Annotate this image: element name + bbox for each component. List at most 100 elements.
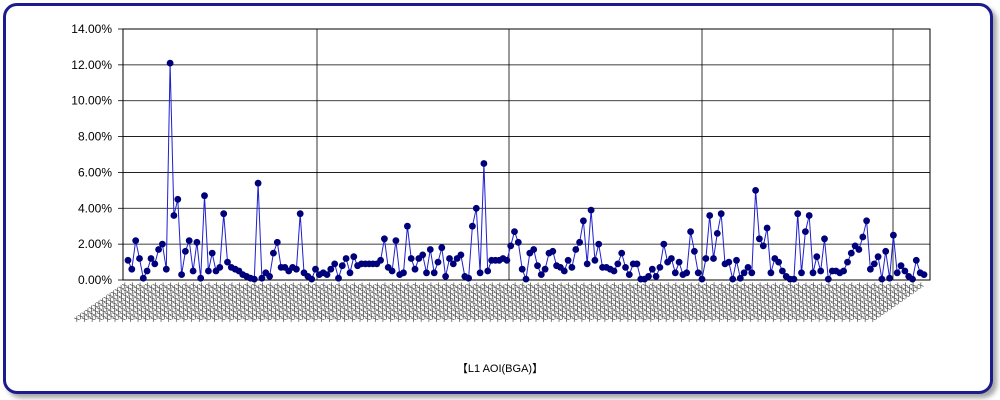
data-point: [805, 212, 813, 219]
data-point: [335, 274, 342, 282]
y-tick-label: 8.00%: [78, 130, 112, 144]
data-point: [216, 264, 224, 271]
data-point: [537, 271, 545, 278]
data-point: [139, 274, 147, 282]
data-point: [514, 238, 522, 246]
data-point: [733, 256, 740, 264]
data-point: [717, 210, 725, 218]
data-point: [472, 204, 480, 212]
data-point: [580, 217, 587, 225]
data-point: [338, 262, 346, 270]
data-point: [407, 255, 415, 262]
data-point: [465, 274, 472, 282]
data-point: [633, 260, 641, 268]
data-point: [419, 251, 427, 259]
data-point: [250, 275, 258, 283]
data-point: [162, 265, 170, 273]
data-point: [434, 258, 442, 266]
data-point: [874, 253, 882, 261]
data-point: [273, 238, 281, 246]
data-point: [740, 269, 748, 277]
data-point: [920, 271, 928, 278]
data-point: [668, 255, 675, 262]
chart-title: 【L1 AOI(BGA)】: [456, 363, 544, 375]
data-point: [400, 269, 407, 277]
data-point: [522, 275, 530, 283]
data-point: [595, 240, 603, 248]
data-point: [694, 269, 702, 277]
data-point: [442, 273, 449, 280]
data-point: [476, 269, 484, 277]
data-point: [893, 269, 901, 277]
data-point: [675, 258, 683, 266]
data-point: [549, 247, 557, 255]
data-point: [798, 269, 805, 277]
data-point: [208, 249, 216, 257]
data-point: [480, 160, 488, 167]
data-point: [824, 275, 832, 283]
data-point: [645, 273, 652, 280]
data-point: [775, 258, 782, 266]
data-point: [759, 242, 767, 250]
data-point: [426, 246, 434, 253]
data-point: [882, 247, 890, 255]
data-point: [878, 275, 886, 283]
data-point: [809, 269, 817, 277]
y-tick-label: 2.00%: [78, 237, 112, 251]
y-tick-label: 14.00%: [71, 22, 112, 36]
data-point: [576, 238, 583, 246]
data-point: [469, 222, 476, 230]
data-point: [446, 255, 453, 262]
data-point: [867, 265, 874, 273]
y-tick-label: 10.00%: [71, 94, 112, 108]
data-point: [656, 264, 664, 271]
data-point: [713, 230, 721, 237]
data-point: [756, 235, 763, 243]
data-point: [568, 264, 576, 271]
data-point: [189, 267, 197, 275]
data-point: [205, 267, 212, 275]
data-point: [392, 237, 400, 245]
data-point: [411, 265, 419, 273]
data-point: [430, 269, 438, 277]
data-point: [346, 269, 354, 277]
data-point: [767, 269, 775, 277]
data-point: [817, 267, 825, 275]
data-point: [909, 275, 916, 283]
data-point: [572, 246, 580, 253]
data-point: [124, 256, 132, 264]
plot-area: [122, 28, 931, 281]
data-point: [622, 264, 629, 271]
data-point: [381, 235, 388, 243]
data-point: [293, 265, 300, 273]
data-point: [736, 274, 744, 282]
data-point: [128, 265, 136, 273]
data-point: [388, 267, 396, 275]
data-point: [618, 249, 626, 257]
data-point: [178, 271, 186, 278]
data-point: [511, 228, 518, 236]
data-point: [503, 256, 511, 264]
data-point: [377, 256, 384, 264]
data-point: [725, 258, 733, 266]
data-point: [897, 262, 905, 270]
data-point: [155, 246, 163, 253]
data-point: [671, 269, 679, 277]
data-point: [457, 251, 465, 259]
data-point: [790, 275, 798, 283]
data-point: [763, 224, 771, 232]
data-point: [840, 267, 847, 275]
data-point: [423, 269, 430, 277]
y-tick-label: 6.00%: [78, 165, 112, 179]
data-point: [729, 275, 737, 283]
data-point: [449, 260, 457, 268]
data-point: [901, 267, 909, 275]
data-point: [859, 233, 867, 241]
data-point: [890, 231, 897, 239]
data-point: [821, 235, 828, 243]
data-point: [648, 265, 656, 273]
data-point: [912, 256, 920, 264]
data-point: [312, 265, 319, 273]
data-point: [254, 179, 262, 187]
